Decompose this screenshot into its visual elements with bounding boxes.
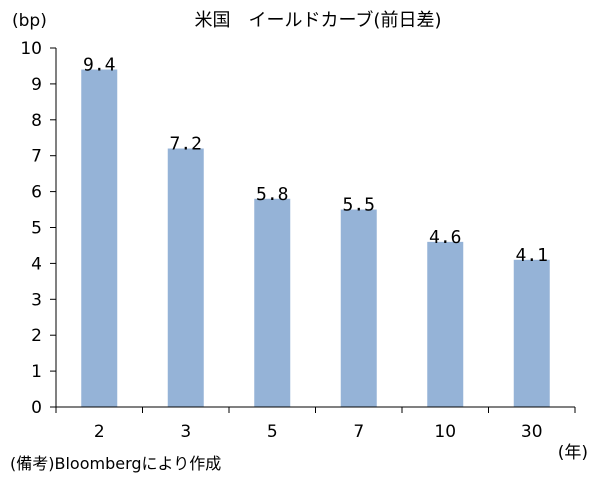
y-tick-label: 7 <box>31 147 42 167</box>
x-tick-label: 5 <box>267 422 278 442</box>
source-note: (備考)Bloombergにより作成 <box>10 454 221 473</box>
y-tick-label: 5 <box>31 219 42 239</box>
data-labels: 9.4 7.2 5.8 5.5 4.6 4.1 <box>83 55 548 266</box>
x-axis-unit-label: (年) <box>558 443 588 463</box>
bar <box>513 259 550 407</box>
x-tick-label: 10 <box>434 422 456 442</box>
y-tick-label: 8 <box>31 111 42 131</box>
data-label: 5.8 <box>256 184 289 205</box>
x-tick-label: 2 <box>94 422 105 442</box>
bar <box>81 69 118 407</box>
bar <box>427 241 464 407</box>
bars <box>81 69 550 407</box>
y-tick-label: 2 <box>31 326 42 346</box>
y-tick-label: 4 <box>31 254 42 274</box>
x-tick-label: 3 <box>180 422 191 442</box>
bar <box>167 148 204 407</box>
data-label: 4.6 <box>429 227 462 248</box>
x-tick-label: 7 <box>353 422 364 442</box>
x-tick-label: 30 <box>521 422 543 442</box>
y-axis-unit-label: (bp) <box>12 11 47 31</box>
data-label: 9.4 <box>83 55 116 76</box>
data-label: 7.2 <box>169 134 202 155</box>
y-tick-label: 3 <box>31 290 42 310</box>
data-label: 4.1 <box>515 245 548 266</box>
data-label: 5.5 <box>342 195 375 216</box>
y-tick-label: 9 <box>31 75 42 95</box>
y-tick-label: 6 <box>31 183 42 203</box>
y-tick-label: 10 <box>20 39 42 59</box>
y-tick-label: 1 <box>31 362 42 382</box>
x-axis-ticks: 2 3 5 7 10 30 <box>55 407 576 442</box>
y-tick-label: 0 <box>31 398 42 418</box>
chart-title: 米国 イールドカーブ(前日差) <box>195 9 442 31</box>
y-axis-ticks: 0 1 2 3 4 5 6 7 8 9 10 <box>20 39 56 418</box>
bar <box>254 198 291 407</box>
bar <box>340 209 377 407</box>
